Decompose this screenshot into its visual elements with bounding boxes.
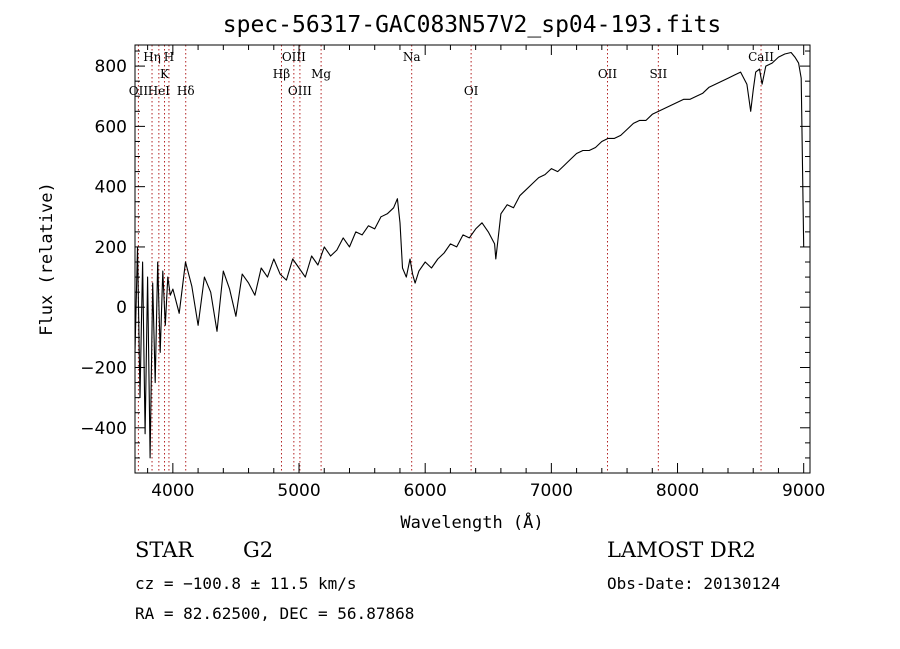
y-tick-label: 800 xyxy=(95,57,127,77)
x-tick-label: 4000 xyxy=(151,481,194,501)
y-tick-label: 0 xyxy=(116,298,127,318)
x-tick-label: 8000 xyxy=(656,481,699,501)
spectral-line-label: OI xyxy=(464,84,479,98)
x-axis-label: Wavelength (Å) xyxy=(400,511,543,533)
observation-date: Obs-Date: 20130124 xyxy=(607,574,781,593)
plot-area xyxy=(134,51,805,459)
object-subclass: G2 xyxy=(243,538,274,562)
y-tick-label: −400 xyxy=(80,419,127,439)
spectral-line-label: OIII xyxy=(288,84,312,98)
spectral-line-label: OIII xyxy=(282,50,306,64)
spectral-line-label: CaII xyxy=(748,50,774,64)
spectral-line-label: Hδ xyxy=(177,84,195,98)
plot-frame xyxy=(134,44,811,474)
spectral-line-label: OII xyxy=(129,84,149,98)
spectral-line-label: Hη xyxy=(143,50,161,64)
x-tick-label: 6000 xyxy=(404,481,447,501)
y-tick-label: 200 xyxy=(95,238,127,258)
spectral-line-label: Mg xyxy=(311,67,331,81)
spectral-line-label: HeI xyxy=(148,84,171,98)
x-tick-label: 5000 xyxy=(277,481,320,501)
y-axis-label: Flux (relative) xyxy=(37,182,57,336)
spectrum-line xyxy=(134,51,805,459)
axis-ticks: 4000 5000 6000 7000 8000 9000 −400 −200 0 200 400 6… xyxy=(80,45,825,501)
y-tick-label: −200 xyxy=(80,359,127,379)
object-class: STAR xyxy=(135,538,194,562)
x-tick-label: 7000 xyxy=(530,481,573,501)
sky-coordinates: RA = 82.62500, DEC = 56.87868 xyxy=(135,604,415,623)
spectral-line-label: H xyxy=(164,50,174,64)
spectral-line-label: OII xyxy=(598,67,618,81)
spectral-line-label: Hβ xyxy=(273,67,290,81)
redshift-readout: cz = −100.8 ± 11.5 km/s xyxy=(135,574,357,593)
spectral-line-label: SII xyxy=(649,67,667,81)
spectral-line-markers: OII Hη HeI KH Hδ Hβ OIII OIII Mg Na OI OII SII CaII xyxy=(129,45,774,473)
chart-title: spec-56317-GAC083N57V2_sp04-193.fits xyxy=(223,12,722,38)
x-tick-label: 9000 xyxy=(782,481,825,501)
survey-name: LAMOST DR2 xyxy=(607,538,756,562)
y-tick-label: 400 xyxy=(95,178,127,198)
spectral-line-label: K xyxy=(160,67,170,81)
y-tick-label: 600 xyxy=(95,117,127,137)
spectral-line-label: Na xyxy=(403,50,421,64)
